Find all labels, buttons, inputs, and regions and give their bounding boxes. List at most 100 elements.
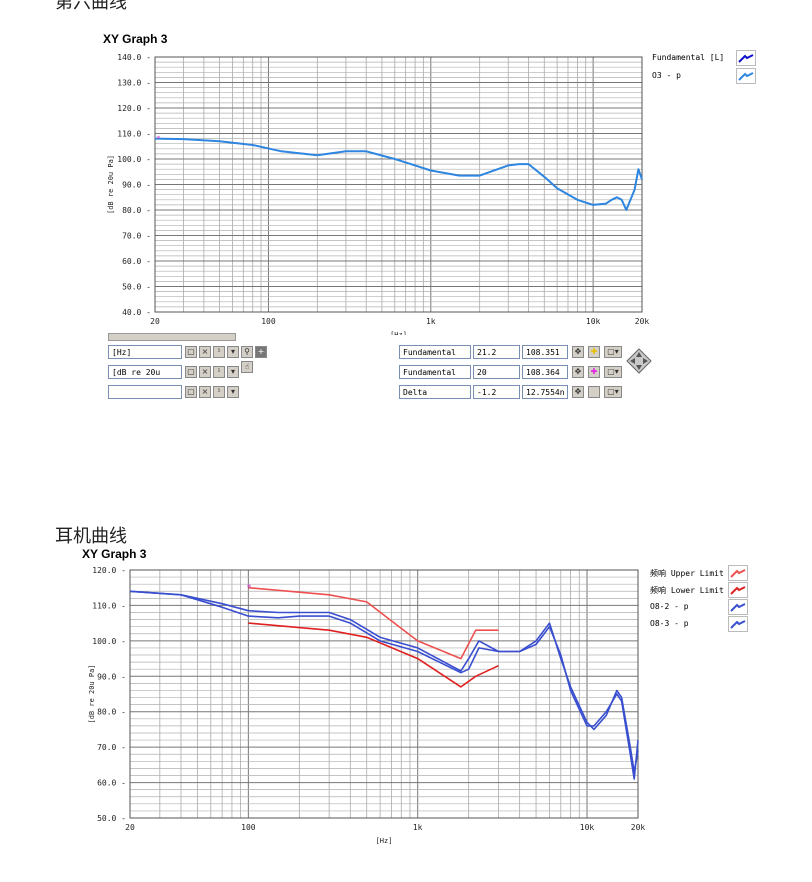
graph2-title: XY Graph 3	[82, 547, 147, 561]
cursor-name[interactable]: Fundamental	[399, 345, 471, 359]
legend-label: O3 - p	[652, 71, 681, 80]
y-tick-label: 120.0 -	[117, 104, 151, 113]
top-section-title: 第六曲线	[55, 0, 127, 13]
y-tick-label: 100.0 -	[117, 155, 151, 164]
y-tick-label: 60.0 -	[122, 257, 151, 266]
scale-icon[interactable]: ¹	[213, 386, 225, 398]
bottom-section-title: 耳机曲线	[55, 526, 127, 547]
lock-icon[interactable]: ▢	[185, 346, 197, 358]
y-tick-label: 100.0 -	[92, 637, 126, 646]
grid	[154, 56, 643, 313]
legend-label: O8-3 - p	[650, 619, 689, 628]
legend-item: Fundamental [L]	[652, 53, 724, 62]
x-tick-label: 20	[150, 317, 160, 326]
x-tick-label: 20k	[631, 823, 646, 832]
grid	[129, 569, 639, 819]
legend-swatch[interactable]	[728, 582, 748, 598]
cursor-x[interactable]: 21.2	[473, 345, 520, 359]
cursor-x[interactable]: 20	[473, 365, 520, 379]
zoom-icon[interactable]: ⚲	[241, 346, 253, 358]
move-cursor-icon[interactable]: ✥	[572, 346, 584, 358]
x-tick-label: 100	[241, 823, 256, 832]
legend-swatch[interactable]	[728, 565, 748, 581]
cursor-style-icon[interactable]	[588, 386, 600, 398]
cursor-y[interactable]: 108.351	[522, 345, 568, 359]
cursor-x[interactable]: -1.2	[473, 385, 520, 399]
x-tick-label: 100	[261, 317, 276, 326]
y-tick-label: 90.0 -	[97, 672, 126, 681]
graph2-plot[interactable]: 50.0 - 60.0 - 70.0 - 80.0 - 90.0 - 100.0 - 110…	[80, 564, 650, 849]
lock-menu-icon[interactable]: ▢▾	[604, 346, 622, 358]
legend-swatch[interactable]	[736, 50, 756, 66]
precision-icon[interactable]: ▾	[227, 386, 239, 398]
y-tick-label: 50.0 -	[97, 814, 126, 823]
legend-label: Fundamental [L]	[652, 53, 725, 62]
legend-label: O8-2 - p	[650, 602, 689, 611]
x-axis-label: [Hz]	[376, 837, 393, 845]
move-cursor-icon[interactable]: ✥	[572, 366, 584, 378]
y-tick-label: 70.0 -	[97, 743, 126, 752]
y-unit-field[interactable]: [dB re 20u	[108, 365, 182, 379]
lock-menu-icon[interactable]: ▢▾	[604, 386, 622, 398]
graph1-legend: Fundamental [L] O3 - p	[652, 50, 802, 90]
series-line	[129, 590, 639, 773]
x-tick-label: 10k	[580, 823, 595, 832]
legend-item: O3 - p	[652, 71, 681, 80]
x-tick-label: 20	[125, 823, 135, 832]
cursor-y[interactable]: 12.7554n	[522, 385, 568, 399]
cursor-marker[interactable]: *	[156, 135, 161, 144]
x-unit-field[interactable]: [Hz]	[108, 345, 182, 359]
cursor-name[interactable]: Delta	[399, 385, 471, 399]
y-tick-label: 110.0 -	[117, 130, 151, 139]
format-icon[interactable]: ×	[199, 366, 211, 378]
y-tick-label: 40.0 -	[122, 308, 151, 317]
y-axis-label: [dB re 20u Pa]	[88, 664, 96, 723]
x-tick-label: 1k	[426, 317, 436, 326]
cursor-name[interactable]: Fundamental	[399, 365, 471, 379]
y-tick-label: 110.0 -	[92, 601, 126, 610]
cursor-style-icon[interactable]: ✚	[588, 366, 600, 378]
cursor-y[interactable]: 108.364	[522, 365, 568, 379]
y-tick-label: 60.0 -	[97, 779, 126, 788]
legend-item: 频响 Lower Limit	[650, 585, 724, 596]
format-icon[interactable]: ×	[199, 346, 211, 358]
legend-label: 频响 Upper Limit	[650, 569, 724, 578]
x-tick-label: 1k	[413, 823, 423, 832]
legend-item: O8-2 - p	[650, 602, 689, 611]
scale-icon[interactable]: ¹	[213, 366, 225, 378]
cursor-mover-icon[interactable]	[626, 348, 652, 374]
plot-frame	[154, 56, 643, 313]
cursor-style-icon[interactable]: ✚	[588, 346, 600, 358]
legend-swatch[interactable]	[728, 616, 748, 632]
scale-icon[interactable]: ¹	[213, 346, 225, 358]
lock-menu-icon[interactable]: ▢▾	[604, 366, 622, 378]
move-cursor-icon[interactable]: ✥	[572, 386, 584, 398]
legend-swatch[interactable]	[728, 599, 748, 615]
graph1-plot[interactable]: 40.0 - 50.0 - 60.0 - 70.0 - 80.0 - 90.0 - 100.…	[105, 50, 650, 335]
x-tick-label: 20k	[635, 317, 650, 326]
graph1-scrollbar[interactable]	[108, 333, 236, 341]
series-line	[154, 137, 643, 211]
legend-item: O8-3 - p	[650, 619, 689, 628]
y-tick-label: 70.0 -	[122, 232, 151, 241]
hand-icon[interactable]: ☝	[241, 361, 253, 373]
precision-icon[interactable]: ▾	[227, 346, 239, 358]
plot-frame	[129, 569, 639, 819]
cursor-marker[interactable]: *	[246, 584, 251, 594]
extra-field[interactable]	[108, 385, 182, 399]
graph2-legend: 频响 Upper Limit 频响 Lower Limit O8-2 - p O…	[650, 565, 810, 635]
y-tick-label: 120.0 -	[92, 566, 126, 575]
y-tick-label: 50.0 -	[122, 283, 151, 292]
y-tick-label: 80.0 -	[97, 708, 126, 717]
y-tick-label: 80.0 -	[122, 206, 151, 215]
graph1-title: XY Graph 3	[103, 32, 168, 46]
precision-icon[interactable]: ▾	[227, 366, 239, 378]
format-icon[interactable]: ×	[199, 386, 211, 398]
series-line	[248, 622, 499, 688]
lock-icon[interactable]: ▢	[185, 386, 197, 398]
pan-icon[interactable]: +	[255, 346, 267, 358]
series-line	[248, 586, 499, 660]
y-axis-label: [dB re 20u Pa]	[107, 155, 115, 214]
lock-icon[interactable]: ▢	[185, 366, 197, 378]
legend-swatch[interactable]	[736, 68, 756, 84]
